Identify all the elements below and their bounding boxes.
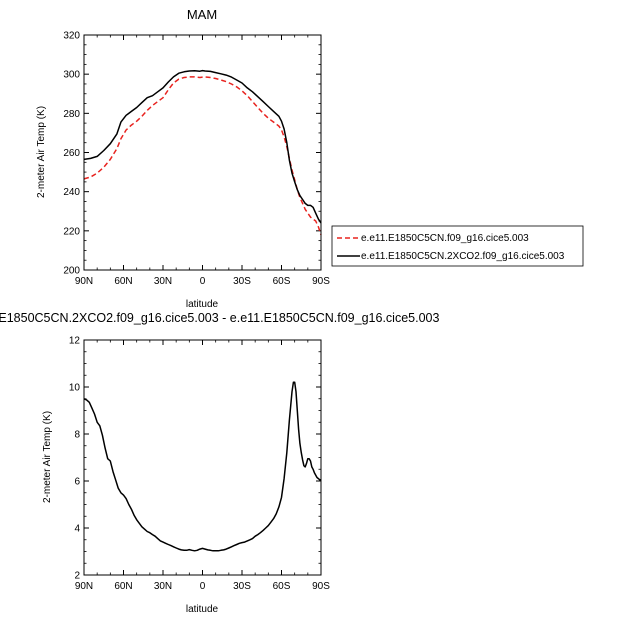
bottom-panel: e.e11.E1850C5CN.2XCO2.f09_g16.cice5.003 … (0, 311, 439, 615)
bottom-y-tick-labels: 2 4 6 8 10 12 (69, 336, 81, 582)
y-tick-label: 220 (63, 226, 80, 237)
x-tick-label: 30N (154, 276, 172, 287)
y-tick-label: 6 (74, 477, 80, 488)
y-tick-label: 10 (69, 383, 81, 394)
legend-entry-control: e.e11.E1850C5CN.f09_g16.cice5.003 (361, 233, 529, 244)
bottom-plot-frame (83, 339, 322, 576)
legend-box (331, 225, 584, 267)
bottom-chart-title: e.e11.E1850C5CN.2XCO2.f09_g16.cice5.003 … (0, 311, 439, 325)
bottom-x-tick-labels: 90N 60N 30N 0 30S 60S 90S (75, 581, 330, 592)
bottom-series-lines (83, 381, 321, 552)
series-line-1 (83, 381, 321, 552)
top-x-tick-labels: 90N 60N 30N 0 30S 60S 90S (75, 276, 330, 287)
top-y-axis-label: 2-meter Air Temp (K) (36, 106, 47, 198)
x-tick-label: 90N (75, 276, 93, 287)
x-tick-label: 60N (114, 276, 132, 287)
y-tick-label: 320 (63, 31, 80, 42)
x-tick-label: 60S (273, 276, 291, 287)
top-panel: MAM 200 220 240 260 280 300 320 90N 60N 30N 0 30S 6… (36, 7, 584, 310)
top-y-tick-labels: 200 220 240 260 280 300 320 (63, 31, 80, 277)
bottom-y-axis-label: 2-meter Air Temp (K) (42, 411, 53, 503)
top-x-axis-label: latitude (186, 299, 219, 310)
bottom-x-axis-label: latitude (186, 604, 219, 615)
x-tick-label: 0 (200, 276, 206, 287)
top-plot-frame (83, 34, 322, 271)
y-tick-label: 4 (74, 524, 80, 535)
y-tick-label: 12 (69, 336, 81, 347)
y-tick-label: 240 (63, 187, 80, 198)
x-tick-label: 90S (312, 581, 330, 592)
x-tick-label: 30S (233, 276, 251, 287)
y-tick-label: 280 (63, 109, 80, 120)
x-tick-label: 30S (233, 581, 251, 592)
x-tick-label: 60S (273, 581, 291, 592)
y-tick-label: 260 (63, 148, 80, 159)
y-tick-label: 300 (63, 70, 80, 81)
y-tick-label: 200 (63, 266, 80, 277)
x-tick-label: 60N (114, 581, 132, 592)
series-line-1 (83, 76, 322, 236)
series-line-2 (83, 69, 322, 224)
legend: e.e11.E1850C5CN.f09_g16.cice5.003 e.e11.… (331, 225, 584, 267)
top-series-lines (83, 69, 322, 236)
top-chart-title: MAM (187, 7, 217, 22)
x-tick-label: 0 (200, 581, 206, 592)
bottom-axis-ticks (83, 339, 322, 576)
y-tick-label: 2 (74, 571, 80, 582)
y-tick-label: 8 (74, 430, 80, 441)
x-tick-label: 30N (154, 581, 172, 592)
legend-entry-2xco2: e.e11.E1850C5CN.2XCO2.f09_g16.cice5.003 (361, 251, 565, 262)
x-tick-label: 90N (75, 581, 93, 592)
x-tick-label: 90S (312, 276, 330, 287)
